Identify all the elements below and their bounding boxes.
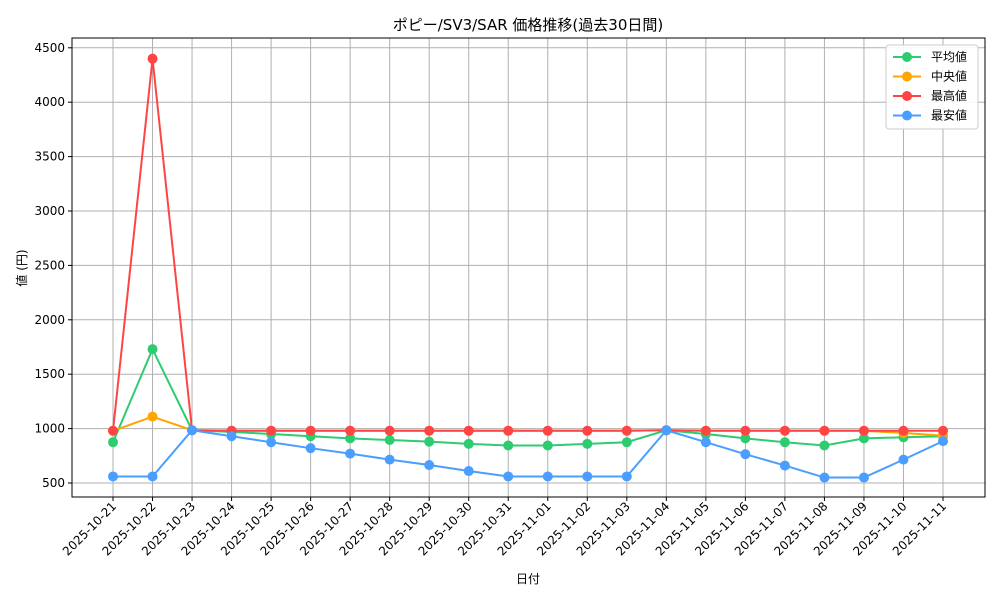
data-point	[858, 472, 869, 483]
data-point	[542, 440, 553, 451]
series-3	[108, 425, 948, 483]
data-point	[819, 472, 830, 483]
data-point	[384, 435, 395, 446]
data-point	[542, 471, 553, 482]
legend-label: 中央値	[931, 69, 967, 84]
data-point	[424, 460, 435, 471]
legend-label: 平均値	[931, 49, 967, 64]
y-tick-label: 500	[42, 476, 65, 490]
data-point	[147, 411, 158, 422]
data-point	[621, 471, 632, 482]
data-point	[582, 425, 593, 436]
data-point	[108, 471, 118, 482]
series-2	[108, 53, 948, 436]
series-line	[112, 346, 944, 447]
data-point	[226, 431, 237, 442]
y-tick-label: 1500	[34, 367, 65, 381]
y-tick-label: 2500	[34, 258, 65, 272]
data-point	[108, 437, 118, 448]
data-point	[266, 425, 277, 436]
data-point	[819, 425, 830, 436]
legend-label: 最安値	[931, 108, 967, 123]
data-point	[345, 433, 356, 444]
y-tick-label: 2000	[34, 313, 65, 327]
data-point	[345, 448, 356, 459]
data-point	[582, 438, 593, 449]
data-point	[503, 425, 514, 436]
data-point	[187, 425, 198, 436]
data-point	[108, 425, 118, 436]
data-point	[266, 437, 277, 448]
data-point	[463, 466, 474, 477]
data-point	[147, 53, 158, 64]
legend-box	[885, 44, 979, 130]
y-tick-label: 4500	[34, 41, 65, 55]
y-tick-label: 3500	[34, 150, 65, 164]
data-point	[819, 440, 830, 451]
data-point	[424, 436, 435, 447]
data-point	[463, 438, 474, 449]
data-point	[938, 425, 948, 436]
legend-marker	[902, 71, 912, 82]
data-point	[384, 454, 395, 465]
data-point	[700, 425, 711, 436]
data-point	[582, 471, 593, 482]
data-point	[898, 454, 909, 465]
legend-marker	[902, 52, 912, 62]
plot-frame	[71, 37, 986, 498]
data-point	[621, 425, 632, 436]
data-point	[740, 425, 751, 436]
data-point	[542, 425, 553, 436]
data-point	[779, 460, 790, 471]
legend-label: 最高値	[931, 88, 967, 103]
data-point	[503, 471, 514, 482]
data-point	[345, 425, 356, 436]
data-point	[147, 344, 158, 355]
data-point	[740, 449, 751, 460]
data-point	[147, 471, 158, 482]
data-point	[779, 425, 790, 436]
y-tick-label: 3000	[34, 204, 65, 218]
y-tick-label: 4000	[34, 95, 65, 109]
data-point	[938, 436, 948, 447]
series-line	[112, 58, 943, 432]
data-point	[384, 425, 395, 436]
data-point	[740, 433, 751, 444]
y-axis-label: 値 (円)	[14, 249, 29, 286]
data-point	[503, 440, 514, 451]
data-point	[621, 437, 632, 448]
data-point	[305, 443, 316, 454]
data-point	[700, 437, 711, 448]
data-point	[661, 425, 672, 436]
series-line	[113, 429, 944, 479]
chart-title: ポピー/SV3/SAR 価格推移(過去30日間)	[393, 16, 663, 34]
data-point	[858, 433, 869, 444]
data-point	[858, 425, 869, 436]
data-point	[305, 425, 316, 436]
y-tick-label: 1000	[34, 422, 65, 436]
data-point	[463, 425, 474, 436]
data-point	[779, 437, 790, 448]
legend-marker	[902, 110, 912, 121]
data-point	[424, 425, 435, 436]
legend-marker	[902, 91, 912, 101]
data-point	[898, 425, 909, 436]
x-axis-label: 日付	[516, 572, 540, 586]
